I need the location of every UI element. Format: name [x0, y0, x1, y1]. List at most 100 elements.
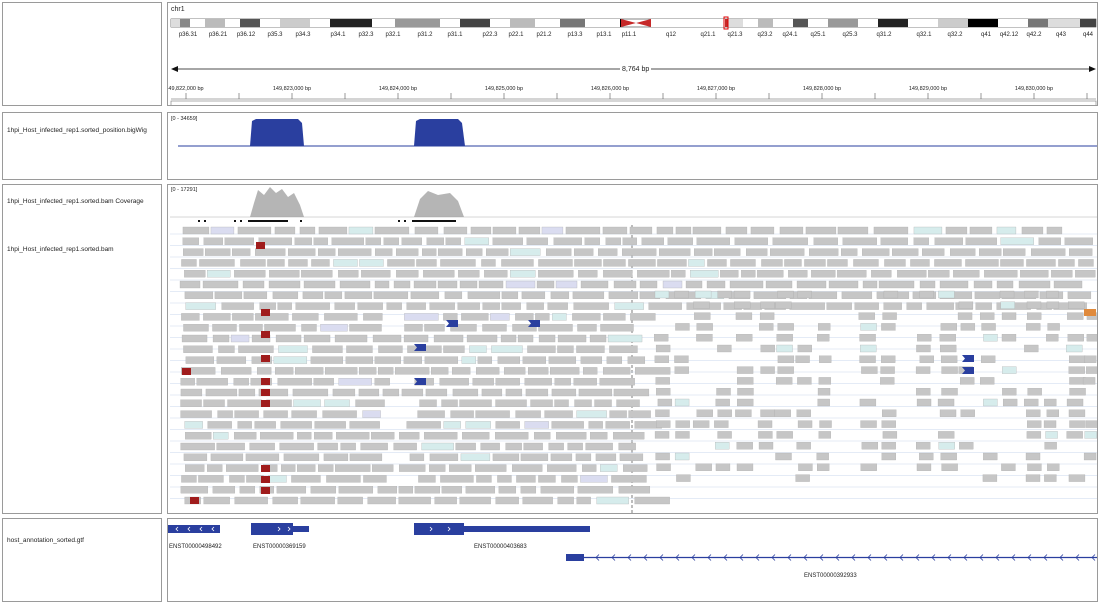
aligned-read [775, 377, 793, 385]
aligned-read [346, 345, 373, 353]
ideogram-band [728, 19, 743, 27]
aligned-read [212, 486, 236, 494]
aligned-read [401, 237, 422, 245]
aligned-read [1021, 226, 1044, 235]
gene-label[interactable]: ENST00000498492 [169, 544, 222, 550]
strand-arrow [867, 554, 872, 561]
aligned-read [941, 366, 958, 374]
aligned-read [239, 486, 256, 494]
gene-annotation-plot[interactable] [168, 519, 1098, 602]
ideogram-band [743, 19, 758, 27]
aligned-read [960, 323, 976, 331]
coverage-track-name[interactable]: 1hpi_Host_infected_rep1.sorted.bam Cover… [7, 198, 144, 205]
aligned-read [274, 367, 294, 375]
aligned-read [796, 442, 811, 450]
aligned-read [939, 280, 969, 289]
region-box [170, 100, 1097, 105]
aligned-read [344, 291, 373, 299]
aligned-read [451, 367, 471, 375]
aligned-read [256, 367, 272, 375]
aligned-read [299, 226, 316, 235]
aligned-read [582, 367, 598, 375]
aligned-read [934, 259, 962, 267]
aligned-read [674, 290, 689, 299]
alignment-view[interactable] [168, 185, 1098, 514]
aligned-read [737, 388, 754, 396]
aligned-read [734, 301, 751, 309]
bigwig-track-name[interactable]: 1hpi_Host_infected_rep1.sorted_position.… [7, 127, 147, 134]
junction-mark [248, 220, 288, 222]
aligned-read [410, 291, 440, 299]
aligned-read [552, 313, 567, 321]
aligned-read [218, 345, 235, 353]
aligned-read [184, 270, 206, 278]
aligned-read [550, 291, 570, 299]
aligned-read [338, 248, 372, 256]
aligned-read [761, 259, 783, 267]
aligned-read [440, 259, 476, 267]
aligned-read [403, 334, 429, 343]
aligned-read [603, 259, 626, 267]
aligned-read [434, 496, 457, 505]
aligned-read [1086, 366, 1097, 374]
aligned-read [1026, 259, 1056, 267]
aligned-read [333, 259, 358, 267]
aligned-read [1027, 388, 1042, 396]
aligned-read [776, 431, 793, 439]
highlighted-read [446, 320, 458, 327]
aligned-read [913, 226, 943, 235]
aligned-read [516, 475, 536, 483]
annotation-track-name[interactable]: host_annotation_sorted.gtf [7, 537, 84, 544]
strand-arrow [595, 554, 600, 561]
aligned-read [757, 270, 784, 278]
span-arrow-right [1089, 66, 1096, 72]
aligned-read [915, 442, 931, 450]
aligned-read [311, 259, 330, 267]
ideogram-ruler-panel[interactable]: chr1 p36.31 p36.21 p36.12 p35.3 p34.3 p34.1 p3… [167, 2, 1098, 106]
aligned-read [207, 270, 231, 278]
aligned-read [883, 290, 899, 299]
strand-arrow [835, 554, 840, 561]
centromere [636, 19, 651, 27]
aligned-read [641, 237, 664, 245]
mismatch-block [182, 368, 191, 375]
aligned-read [1066, 398, 1084, 407]
aligned-read [212, 324, 237, 332]
aligned-read [357, 302, 383, 310]
gene-label[interactable]: ENST00000369159 [253, 544, 306, 550]
aligned-read [613, 280, 637, 289]
aligned-read [817, 334, 830, 342]
annotation-track-label-panel: host_annotation_sorted.gtf [2, 518, 162, 602]
coverage-peak [250, 187, 304, 217]
aligned-read [654, 290, 670, 299]
chromosome-ideogram[interactable]: p36.31 p36.21 p36.12 p35.3 p34.3 p34.1 p32.3 p3… [168, 3, 1098, 106]
gene-label[interactable]: ENST00000403683 [474, 544, 527, 550]
aligned-read [214, 291, 243, 299]
gene-label[interactable]: ENST00000392933 [804, 573, 857, 579]
aligned-read [462, 432, 490, 440]
aligned-read [609, 410, 627, 418]
aligned-read [969, 226, 993, 235]
bigwig-track[interactable]: [0 - 34659] [167, 112, 1098, 180]
aligned-read [735, 409, 752, 417]
aligned-read [859, 398, 877, 407]
aligned-read [232, 248, 251, 256]
annotation-track[interactable]: ENST00000498492 ENST00000369159 ENST0000… [167, 518, 1098, 602]
aligned-read [917, 334, 932, 342]
bam-track-name[interactable]: 1hpi_Host_infected_rep1.sorted.bam [7, 246, 114, 253]
aligned-read [654, 355, 670, 363]
ideogram-band [205, 19, 225, 27]
aligned-read [1075, 270, 1096, 278]
aligned-read [717, 409, 732, 417]
aligned-read [263, 410, 288, 418]
aligned-read [860, 420, 877, 428]
aligned-read [438, 248, 463, 256]
aligned-read [374, 226, 410, 235]
aligned-read [603, 313, 626, 321]
strand-arrow [675, 554, 680, 561]
bam-track[interactable]: [0 - 17291] [167, 184, 1098, 514]
aligned-read [524, 421, 549, 429]
aligned-read [1000, 259, 1024, 267]
aligned-read [737, 377, 754, 385]
aligned-read [694, 290, 712, 299]
